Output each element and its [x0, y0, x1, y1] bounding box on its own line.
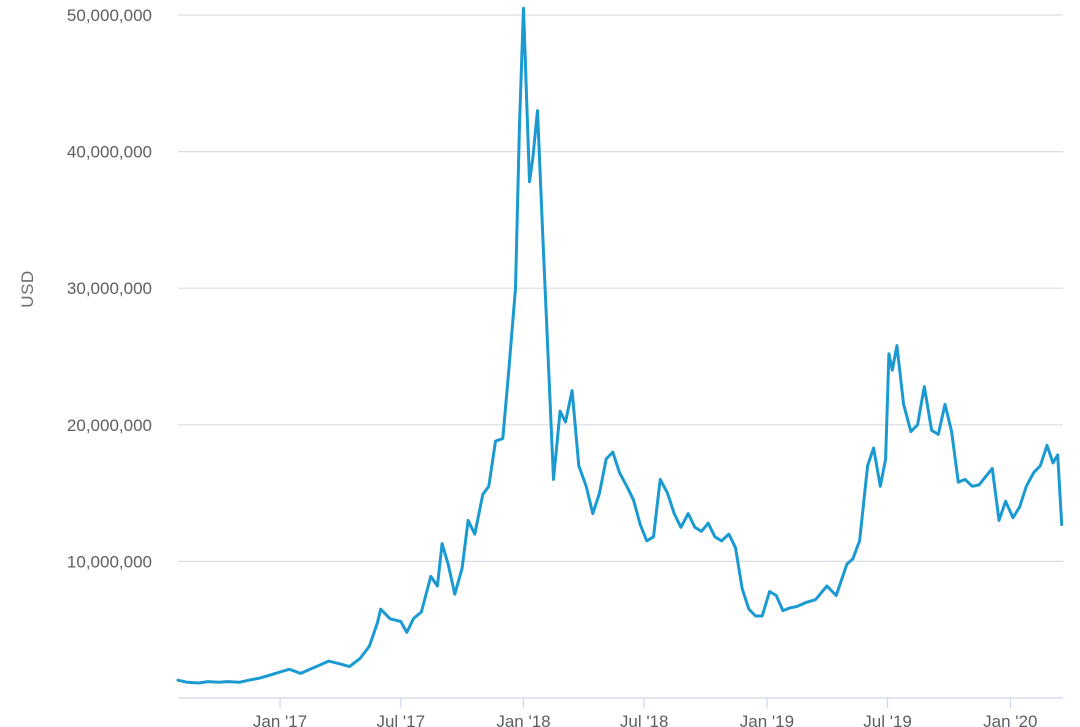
x-tick-labels: Jan '17 Jul '17 Jan '18 Jul '18 Jan '19 Jul '… — [253, 712, 1038, 727]
x-tick-label: Jan '18 — [496, 712, 550, 727]
y-tick-label: 50,000,000 — [67, 6, 152, 25]
series-line — [176, 6, 1064, 685]
y-tick-label: 10,000,000 — [67, 552, 152, 571]
series-layer — [176, 6, 1064, 685]
grid-lines — [178, 14, 1063, 563]
x-tick-label: Jul '17 — [376, 712, 425, 727]
y-tick-label: 20,000,000 — [67, 416, 152, 435]
x-tick-label: Jan '19 — [740, 712, 794, 727]
y-tick-labels: 10,000,000 20,000,000 30,000,000 40,000,000… — [67, 6, 152, 571]
x-tick-label: Jan '20 — [983, 712, 1037, 727]
y-tick-label: 40,000,000 — [67, 143, 152, 162]
y-axis-title: USD — [18, 270, 37, 307]
axes — [178, 697, 1063, 708]
x-tick-label: Jan '17 — [253, 712, 307, 727]
x-tick-label: Jul '18 — [620, 712, 669, 727]
x-tick-label: Jul '19 — [863, 712, 912, 727]
y-tick-label: 30,000,000 — [67, 279, 152, 298]
